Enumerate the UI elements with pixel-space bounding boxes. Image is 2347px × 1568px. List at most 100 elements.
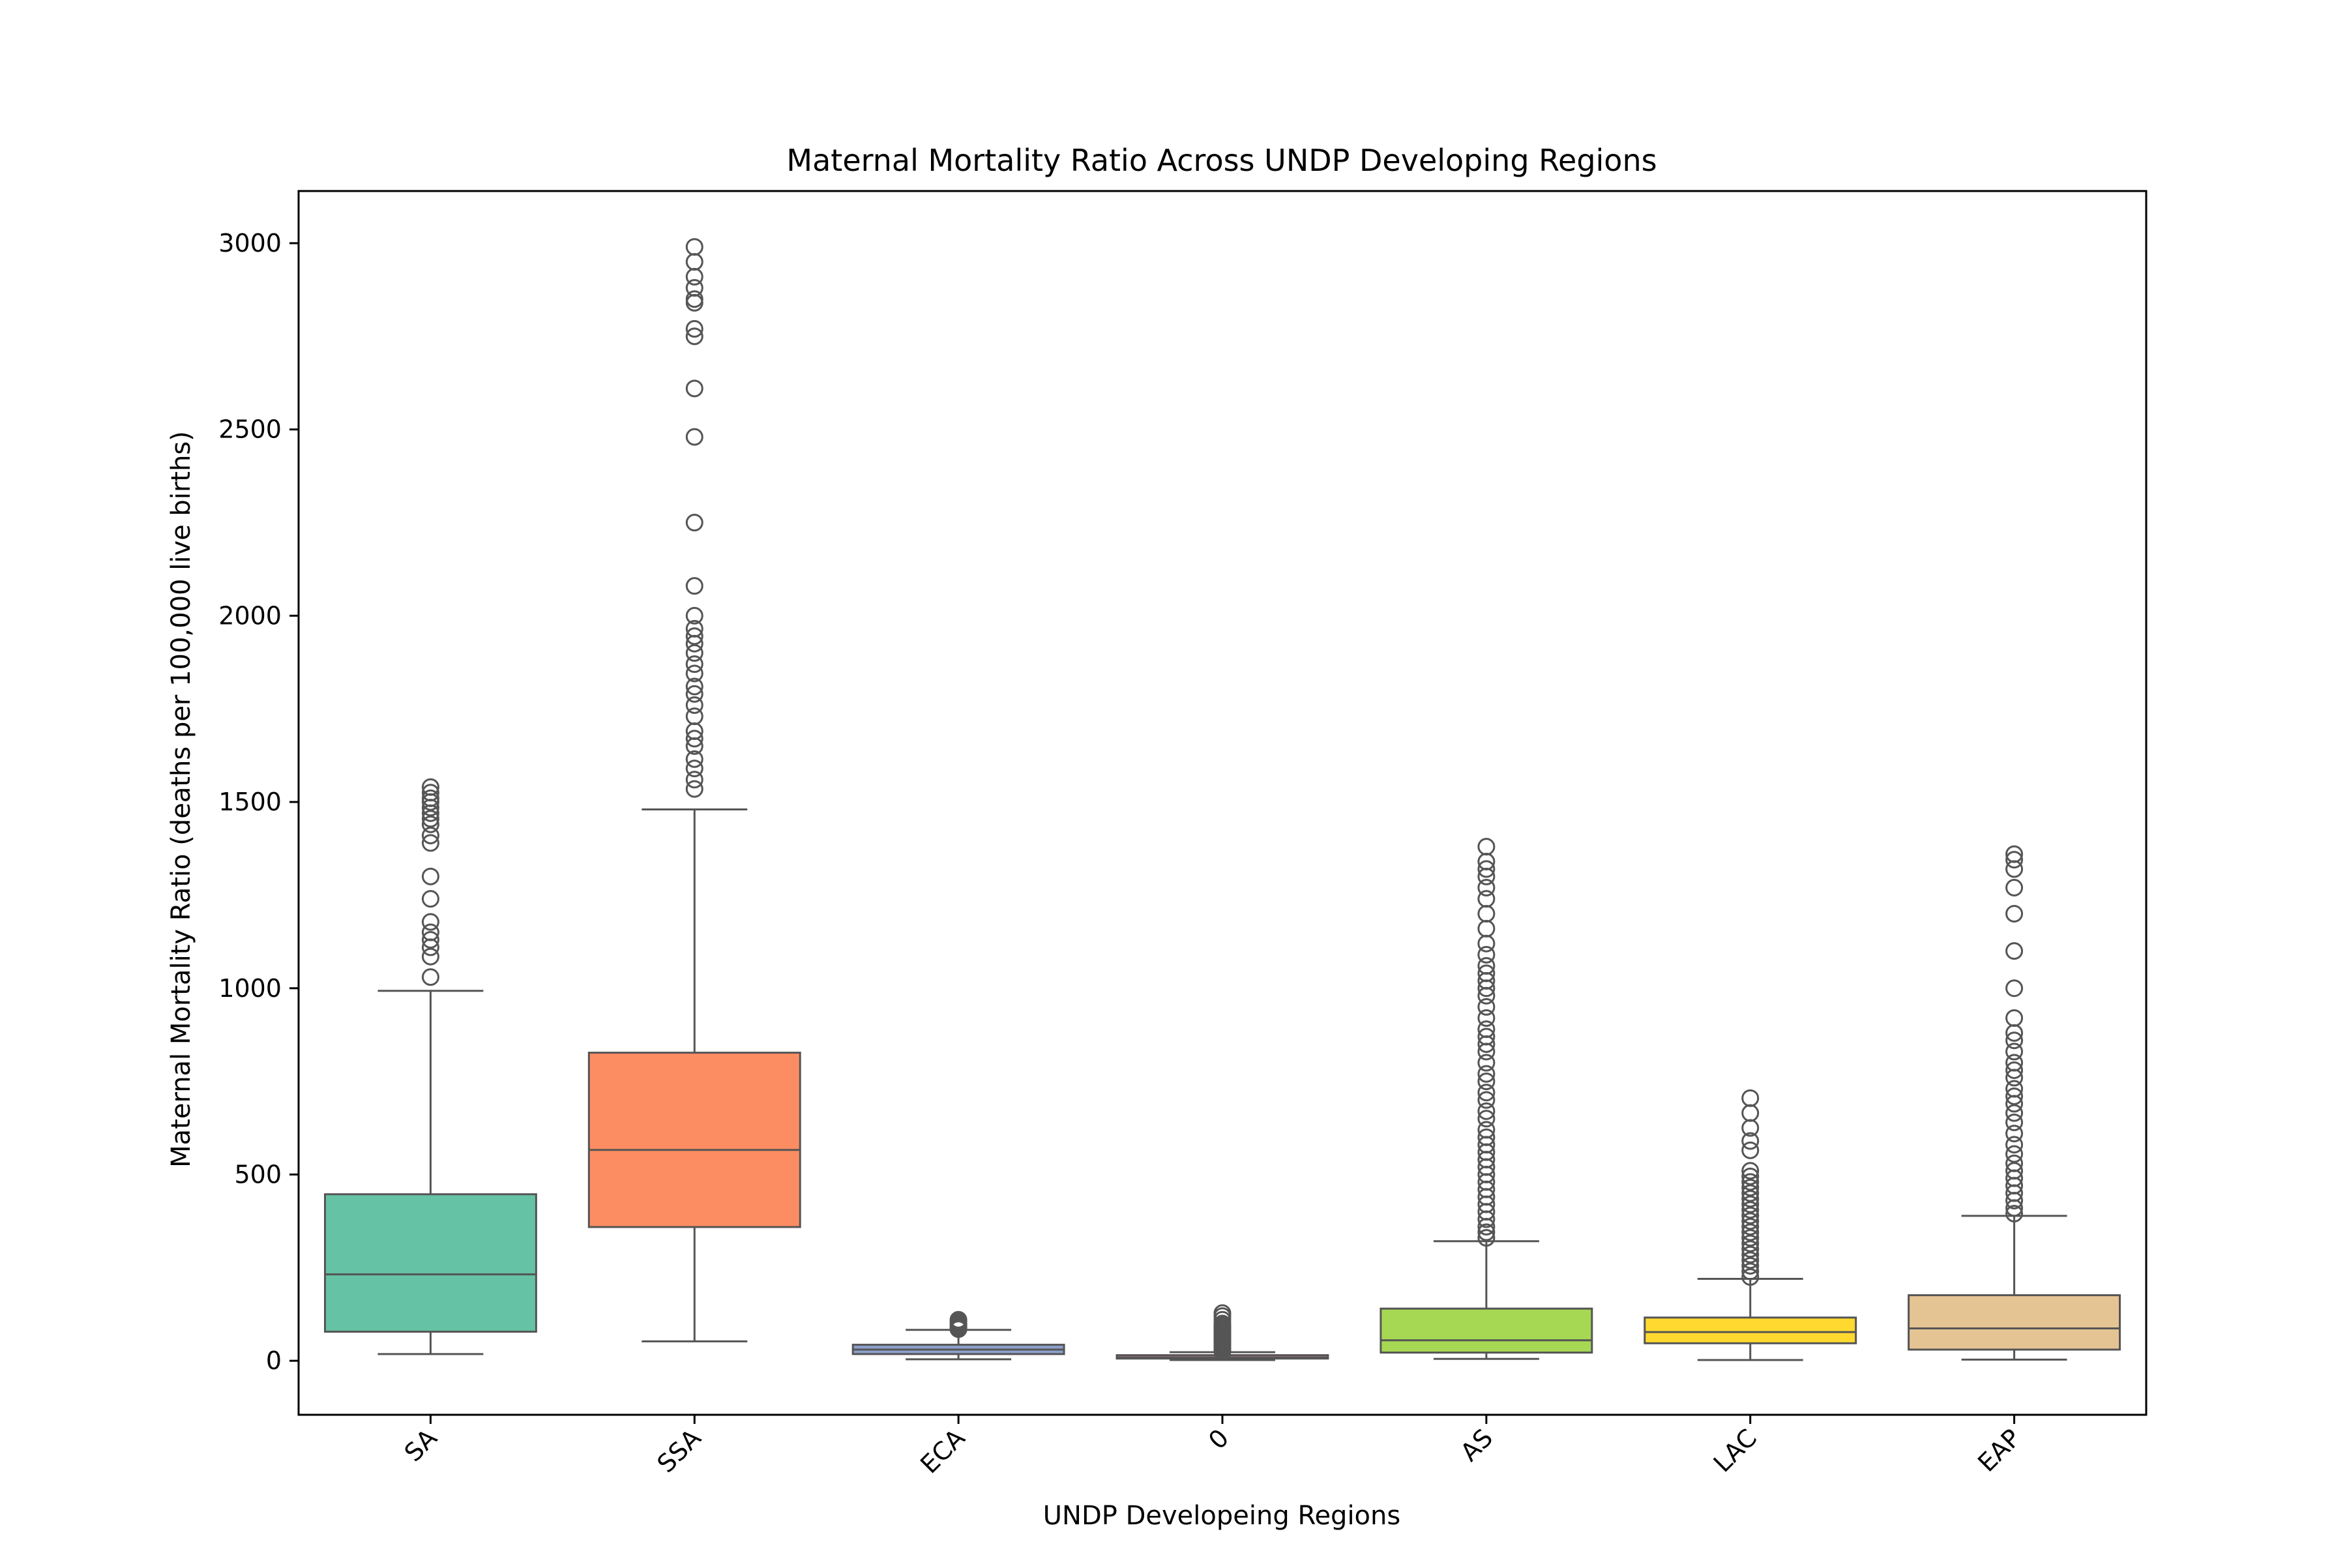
y-tick-label: 2500 xyxy=(218,415,282,444)
outlier-point xyxy=(685,750,703,768)
outlier-point xyxy=(421,968,439,986)
outlier-point xyxy=(1477,1028,1496,1046)
outlier-point xyxy=(1477,1102,1496,1120)
iqr-box xyxy=(1380,1307,1593,1354)
outlier-point xyxy=(1477,838,1496,856)
box-group-2 xyxy=(851,1310,1065,1361)
x-tick-label: SA xyxy=(399,1423,443,1467)
outlier-point xyxy=(1477,1072,1496,1091)
iqr-box xyxy=(1908,1294,2121,1351)
outlier-point xyxy=(1741,1167,1760,1185)
outlier-point xyxy=(685,771,703,789)
outlier-point xyxy=(1477,1009,1496,1027)
x-tick-label: LAC xyxy=(1708,1423,1762,1477)
outlier-point xyxy=(421,923,439,941)
outlier-point xyxy=(1477,1065,1496,1083)
outlier-point xyxy=(1741,1206,1760,1224)
outlier-point xyxy=(685,514,703,532)
x-tick-label: ECA xyxy=(915,1423,970,1479)
outlier-point xyxy=(685,290,703,308)
outlier-point xyxy=(421,890,439,908)
outlier-point xyxy=(421,826,439,844)
outlier-point xyxy=(2005,1113,2024,1131)
outlier-point xyxy=(2005,942,2024,960)
outlier-point xyxy=(421,947,439,966)
outlier-point xyxy=(421,789,439,807)
outlier-point xyxy=(1741,1178,1760,1196)
y-tick-label: 1000 xyxy=(218,974,282,1003)
outlier-point xyxy=(685,644,703,662)
outlier-point xyxy=(685,253,703,271)
outlier-point xyxy=(1477,1091,1496,1109)
outlier-point xyxy=(1477,945,1496,964)
outlier-point xyxy=(2005,1080,2024,1098)
outlier-point xyxy=(1741,1262,1760,1280)
x-tick-label: SSA xyxy=(652,1423,707,1478)
outlier-point xyxy=(2005,1087,2024,1105)
outlier-point xyxy=(421,810,439,828)
outlier-point xyxy=(685,696,703,715)
outlier-point xyxy=(1741,1190,1760,1208)
outlier-point xyxy=(421,867,439,885)
y-tick-label: 0 xyxy=(266,1346,282,1375)
outlier-point xyxy=(421,913,439,931)
outlier-point xyxy=(1477,956,1496,975)
outlier-point xyxy=(1477,890,1496,908)
outlier-point xyxy=(1477,1054,1496,1072)
y-tick-label: 2000 xyxy=(218,601,282,630)
outlier-point xyxy=(1741,1104,1760,1122)
x-tick-label: 0 xyxy=(1203,1423,1234,1455)
outlier-point xyxy=(685,780,703,798)
outlier-point xyxy=(1741,1268,1760,1286)
outlier-point xyxy=(685,685,703,703)
outlier-point xyxy=(685,627,703,645)
outlier-point xyxy=(1741,1201,1760,1219)
outlier-point xyxy=(1741,1245,1760,1264)
outlier-point xyxy=(421,930,439,949)
outlier-point xyxy=(2005,1054,2024,1072)
outlier-point xyxy=(421,834,439,852)
outlier-point xyxy=(685,619,703,638)
outlier-point xyxy=(2005,979,2024,998)
outlier-point xyxy=(2005,1145,2024,1163)
x-axis-label: UNDP Developeing Regions xyxy=(1043,1501,1400,1531)
outlier-point xyxy=(685,428,703,446)
y-tick-label: 500 xyxy=(234,1160,282,1189)
outlier-point xyxy=(2005,1104,2024,1122)
outlier-point xyxy=(1213,1304,1232,1322)
outlier-point xyxy=(1741,1184,1760,1202)
outlier-point xyxy=(1741,1132,1760,1150)
outlier-point xyxy=(2005,1043,2024,1061)
outlier-point xyxy=(2005,845,2024,863)
outlier-point xyxy=(2005,851,2024,869)
outlier-point xyxy=(685,577,703,595)
outlier-point xyxy=(1477,1128,1496,1146)
outlier-point xyxy=(2005,1136,2024,1154)
y-tick-label: 3000 xyxy=(218,229,282,258)
y-tick-label: 1500 xyxy=(218,788,282,816)
outlier-point xyxy=(685,664,703,683)
outlier-point xyxy=(1477,1110,1496,1128)
outlier-point xyxy=(1477,919,1496,938)
outlier-point xyxy=(1477,1121,1496,1139)
iqr-box xyxy=(587,1052,801,1228)
outlier-point xyxy=(1477,934,1496,953)
outlier-point xyxy=(685,238,703,256)
outlier-point xyxy=(2005,878,2024,896)
outlier-point xyxy=(2005,1125,2024,1143)
outlier-point xyxy=(1741,1089,1760,1107)
outlier-point xyxy=(421,778,439,796)
outlier-point xyxy=(1741,1141,1760,1159)
outlier-point xyxy=(685,379,703,398)
outlier-point xyxy=(1741,1251,1760,1269)
outlier-point xyxy=(1741,1162,1760,1180)
box-group-5 xyxy=(1644,1089,1857,1361)
outlier-point xyxy=(685,293,703,312)
outlier-point xyxy=(685,279,703,297)
outlier-point xyxy=(685,707,703,726)
outlier-point xyxy=(1741,1223,1760,1241)
outlier-point xyxy=(1741,1240,1760,1258)
iqr-box xyxy=(323,1193,537,1333)
